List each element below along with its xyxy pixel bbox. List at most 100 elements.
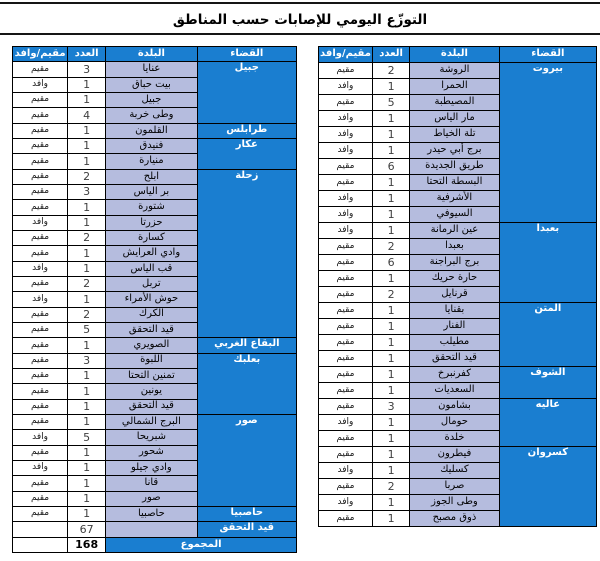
- count-cell: 1: [371, 350, 411, 367]
- pending-label-cell: قيد التحقق: [196, 521, 298, 538]
- town-cell: قانا: [105, 475, 198, 492]
- count-cell: 1: [371, 366, 411, 383]
- count-cell: 1: [371, 206, 411, 223]
- count-cell: 1: [371, 446, 411, 463]
- status-cell: وافد: [318, 222, 373, 239]
- table-row: تربل 2 مقيم: [11, 275, 297, 293]
- status-cell: وافد: [318, 206, 373, 223]
- count-cell: 1: [371, 510, 411, 527]
- col-header-district: القضاء: [196, 45, 298, 63]
- district-cell: البقاع الغربي: [196, 337, 298, 354]
- town-cell: بر الياس: [105, 183, 198, 201]
- status-cell: مقيم: [11, 321, 69, 339]
- table-row: السعديات 1 مقيم: [318, 382, 597, 399]
- count-cell: 1: [67, 214, 107, 231]
- status-cell: مقيم: [11, 91, 69, 109]
- table-row: برج أبي حيدر 1 وافد: [318, 142, 597, 159]
- col-header-district: القضاء: [498, 46, 598, 63]
- col-header-count: العدد: [67, 45, 107, 63]
- table-row: زحلة ابلح 2 مقيم: [11, 168, 298, 339]
- count-cell: 3: [371, 398, 411, 415]
- status-cell: مقيم: [11, 413, 69, 431]
- status-cell: مقيم: [318, 94, 373, 111]
- town-cell: قيد التحقق: [105, 321, 198, 339]
- district-cell: زحلة: [196, 168, 298, 339]
- status-cell: مقيم: [11, 398, 69, 415]
- count-cell: 3: [67, 352, 107, 369]
- count-cell: 1: [371, 126, 411, 143]
- town-cell: تمنين التحتا: [105, 367, 198, 385]
- table-row: منيارة 1 مقيم: [11, 153, 297, 170]
- status-cell: مقيم: [318, 254, 373, 271]
- status-cell: مقيم: [11, 153, 69, 170]
- status-cell: مقيم: [11, 229, 69, 247]
- town-cell: شحور: [105, 444, 198, 461]
- town-cell: كسارة: [105, 229, 198, 247]
- table-row: طرابلس القلمون 1 مقيم: [11, 122, 298, 139]
- town-cell: فنيدق: [105, 137, 198, 155]
- town-cell: شتورة: [105, 199, 198, 216]
- table-row: بر الياس 3 مقيم: [11, 183, 297, 201]
- count-cell: 1: [371, 174, 411, 191]
- status-cell: وافد: [318, 494, 373, 511]
- table-row: الشوف كفرنبرخ 1 مقيم: [318, 366, 598, 399]
- status-cell: وافد: [11, 429, 69, 446]
- count-cell: 2: [371, 286, 411, 303]
- table-row: البقاع الغربي الصويري 1 مقيم: [11, 337, 298, 354]
- town-cell: الروشة: [409, 62, 500, 79]
- table-row: مار الياس 1 وافد: [318, 110, 597, 127]
- table-row: تلة الخياط 1 وافد: [318, 126, 597, 143]
- col-header-status: مقيم/وافد: [318, 46, 373, 63]
- town-cell: صربا: [409, 478, 500, 495]
- count-cell: 2: [371, 62, 411, 79]
- col-header-status: مقيم/وافد: [11, 45, 69, 63]
- total-label-cell: المجموع: [105, 536, 297, 553]
- status-cell: وافد: [318, 126, 373, 143]
- status-cell: مقيم: [318, 286, 373, 303]
- title-underline-rule: [0, 33, 600, 35]
- town-cell: قيد التحقق: [105, 398, 198, 415]
- count-cell: 5: [67, 321, 107, 339]
- status-cell: مقيم: [11, 168, 69, 185]
- table-row: بعبدا 2 مقيم: [318, 238, 597, 255]
- table-row: يونين 1 مقيم: [11, 383, 297, 400]
- table-row: مطيلب 1 مقيم: [318, 334, 597, 351]
- town-cell: البرج الشمالي: [105, 413, 198, 431]
- count-cell: 5: [67, 429, 107, 446]
- town-cell: الكرك: [105, 306, 198, 323]
- town-cell: خلدة: [409, 430, 500, 447]
- town-cell: القلمون: [105, 122, 198, 139]
- header-row: القضاء البلدة العدد مقيم/وافد: [11, 45, 298, 63]
- count-cell: 1: [67, 337, 107, 354]
- town-cell: وادي العرايش: [105, 245, 198, 262]
- count-cell: 1: [67, 459, 107, 477]
- status-cell: وافد: [11, 291, 69, 308]
- count-cell: 1: [67, 490, 107, 507]
- table-row: الأشرفية 1 وافد: [318, 190, 597, 207]
- count-cell: 1: [371, 190, 411, 207]
- town-cell: الفنار: [409, 318, 500, 335]
- town-cell: مطيلب: [409, 334, 500, 351]
- town-cell: جبيل: [105, 91, 198, 109]
- header-row: القضاء البلدة العدد مقيم/وافد: [318, 46, 598, 63]
- count-cell: 4: [67, 107, 107, 124]
- status-cell: مقيم: [318, 302, 373, 319]
- count-cell: 1: [67, 383, 107, 400]
- status-cell: مقيم: [11, 367, 69, 385]
- status-cell: مقيم: [318, 478, 373, 495]
- table-row: حومال 1 وافد: [318, 414, 597, 431]
- status-cell: مقيم: [318, 334, 373, 351]
- count-cell: 1: [67, 505, 107, 523]
- district-cell: المتن: [498, 302, 598, 367]
- town-cell: حزرتا: [105, 214, 198, 231]
- count-cell: 1: [67, 76, 107, 93]
- count-cell: 1: [371, 430, 411, 447]
- town-cell: مار الياس: [409, 110, 500, 127]
- col-header-town: البلدة: [409, 46, 500, 63]
- town-cell: صور: [105, 490, 198, 507]
- page-title: التوزّع اليومي للإصابات حسب المناطق: [172, 12, 428, 28]
- status-cell: مقيم: [318, 318, 373, 335]
- town-cell: برج أبي حيدر: [409, 142, 500, 159]
- town-cell: حوش الأمراء: [105, 291, 198, 308]
- status-cell: مقيم: [11, 505, 69, 523]
